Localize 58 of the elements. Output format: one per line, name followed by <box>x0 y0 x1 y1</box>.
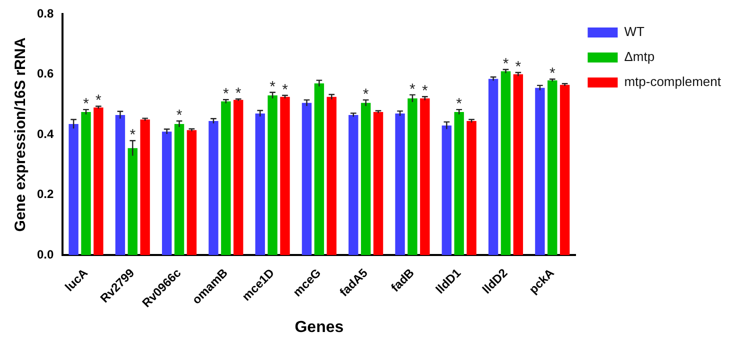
bar <box>115 114 126 256</box>
legend-label: WT <box>624 24 644 40</box>
data-label: * <box>362 86 369 103</box>
bar <box>268 95 278 256</box>
data-label: * <box>422 82 428 100</box>
bar <box>454 112 464 256</box>
bar <box>360 102 371 256</box>
bar <box>500 71 511 256</box>
data-label: * <box>235 85 242 102</box>
data-label: * <box>410 80 416 98</box>
bar <box>488 78 498 256</box>
bar <box>535 88 545 256</box>
data-label: * <box>270 78 276 96</box>
legend-label: mtp-complement <box>624 74 722 90</box>
bar <box>128 148 138 256</box>
y-tick-label: 0.0 <box>36 247 54 262</box>
x-axis-title: Genes <box>294 318 344 336</box>
bar <box>560 84 570 256</box>
data-label: * <box>96 92 102 110</box>
bar <box>513 74 524 256</box>
data-label: * <box>549 65 556 82</box>
bar <box>348 114 358 256</box>
data-label: * <box>176 107 182 124</box>
y-tick-label: 0.2 <box>36 187 54 202</box>
bar <box>174 124 184 256</box>
y-axis-title: Gene expression/16S rRNA <box>12 37 30 232</box>
data-label: * <box>456 96 462 113</box>
y-tick-label: 0.8 <box>36 6 54 20</box>
data-label: * <box>222 86 229 103</box>
bar <box>302 102 312 256</box>
bar <box>466 121 476 256</box>
bar <box>420 98 430 256</box>
bar <box>326 96 336 256</box>
bar <box>162 132 172 256</box>
bar <box>280 96 290 256</box>
bar <box>234 100 244 256</box>
bar <box>221 101 231 256</box>
bar <box>548 80 558 256</box>
data-label: * <box>515 58 522 76</box>
data-label: * <box>130 126 136 144</box>
bar <box>81 112 91 256</box>
y-tick-label: 0.4 <box>36 126 54 141</box>
data-label: * <box>502 55 509 72</box>
y-tick-label: 0.6 <box>36 66 54 81</box>
data-label: * <box>282 81 288 98</box>
bar <box>186 130 197 256</box>
legend-label: Δmtp <box>624 49 655 64</box>
bar <box>442 126 452 256</box>
bar <box>314 83 324 256</box>
bar <box>208 121 218 256</box>
bar <box>255 113 265 256</box>
bar <box>68 124 78 256</box>
bar <box>373 112 384 256</box>
data-label: * <box>83 96 90 113</box>
bar <box>94 107 104 256</box>
bar <box>395 113 405 256</box>
bar <box>140 120 150 256</box>
bar <box>408 98 418 256</box>
